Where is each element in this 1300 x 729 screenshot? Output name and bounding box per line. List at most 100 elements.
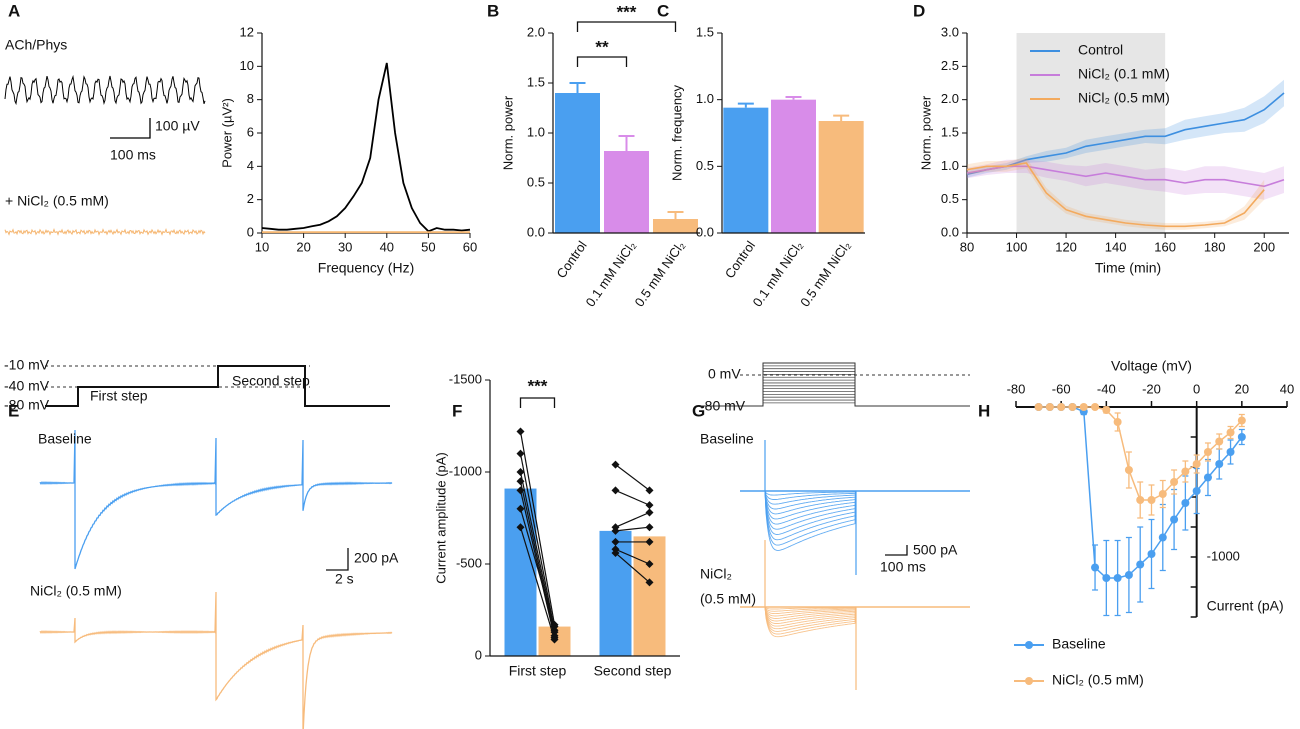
error-bar — [737, 102, 754, 108]
data-point — [611, 460, 620, 469]
x-axis-label: Time (min) — [1095, 260, 1161, 276]
trace — [764, 490, 857, 515]
annotation: 100 ms — [110, 147, 156, 163]
annotation: First step — [90, 388, 148, 404]
y-tick-label: 0 — [247, 224, 254, 239]
legend-label: Control — [1078, 42, 1123, 58]
pair-line — [519, 481, 556, 636]
bar — [604, 151, 649, 233]
y-tick-label: 2.0 — [527, 24, 545, 39]
pair-line — [615, 552, 650, 583]
series-line — [966, 162, 1265, 228]
x-tick-label: 120 — [1055, 239, 1077, 254]
pair-line — [615, 548, 650, 565]
data-point — [645, 537, 654, 546]
data-point — [1102, 574, 1111, 582]
x-tick-label: 20 — [296, 239, 310, 254]
data-point — [1057, 403, 1066, 411]
protocol — [700, 362, 970, 407]
x-tick-label: First step — [509, 663, 567, 679]
bar — [555, 93, 600, 233]
trace — [764, 606, 857, 635]
x-tick-label: 140 — [1105, 239, 1127, 254]
legend-label: Baseline — [1052, 636, 1106, 652]
trace — [764, 490, 857, 500]
annotation: -80 mV — [700, 398, 746, 414]
trace — [764, 490, 857, 496]
x-tick-label: 10 — [255, 239, 269, 254]
legend-label: NiCl₂ (0.5 mM) — [1052, 672, 1144, 688]
y-tick-label: 0.5 — [527, 174, 545, 189]
data-point — [645, 560, 654, 568]
y-tick-label: 1.5 — [696, 24, 714, 39]
trace-artifact — [764, 540, 857, 690]
y-tick-label: 4 — [247, 158, 254, 173]
data-point — [1170, 515, 1179, 524]
data-point — [1091, 403, 1100, 411]
y-axis-label: Current amplitude (pA) — [433, 452, 448, 584]
y-tick-label: 0.0 — [527, 224, 545, 239]
panel-letter: C — [657, 1, 669, 20]
x-tick-label: Control — [553, 238, 589, 281]
data-point — [1226, 448, 1235, 456]
annotation: Baseline — [38, 431, 92, 447]
trace — [764, 490, 857, 535]
x-tick-label: 40 — [1280, 381, 1294, 396]
data-point — [1079, 403, 1088, 411]
x-tick-label: 60 — [463, 239, 477, 254]
trace — [764, 606, 857, 610]
annotation: NiCl₂ (0.5 mM) — [30, 583, 122, 599]
data-point — [1158, 490, 1167, 498]
y-tick-label: 10 — [240, 58, 254, 73]
annotation: -40 mV — [4, 378, 50, 394]
x-tick-label: 160 — [1154, 239, 1176, 254]
data-point — [550, 635, 559, 644]
pair-line — [519, 508, 556, 627]
data-point — [1226, 428, 1235, 437]
panel-letter: F — [452, 401, 462, 420]
annotation: (0.5 mM) — [700, 591, 756, 607]
data-point — [611, 526, 620, 535]
pair-line — [519, 490, 556, 638]
data-point — [1136, 496, 1145, 504]
trace — [764, 606, 857, 624]
data-point — [611, 486, 620, 495]
trace — [764, 606, 857, 627]
y-tick-label: -1500 — [449, 371, 482, 386]
y-tick-label: 6 — [247, 124, 254, 139]
x-tick-label: 80 — [960, 239, 974, 254]
y-tick-label: -1000 — [449, 463, 482, 478]
annotation: NiCl₂ — [700, 566, 732, 582]
data-point — [645, 501, 654, 510]
annotation: 0 mV — [708, 366, 741, 382]
y-tick-label: 1.5 — [941, 124, 959, 139]
x-tick-label: Second step — [594, 663, 672, 679]
series-line — [966, 92, 1285, 176]
annotation: Baseline — [700, 431, 754, 447]
panel-letter: B — [487, 1, 499, 20]
error-band — [967, 79, 1284, 178]
x-axis-label: Frequency (Hz) — [318, 260, 414, 276]
panel-letter: H — [978, 401, 990, 420]
x-axis-label: Voltage (mV) — [1111, 358, 1192, 374]
error-band — [967, 157, 1265, 230]
trace — [764, 606, 857, 617]
x-tick-label: 0.1 mM NiCl₂ — [583, 238, 639, 309]
data-point — [1237, 433, 1246, 441]
bar — [633, 536, 666, 656]
significance-label: ** — [595, 37, 609, 56]
legend-marker — [1025, 677, 1033, 685]
data-point — [516, 523, 525, 532]
data-point — [550, 622, 559, 631]
bar — [771, 99, 816, 234]
data-point — [516, 486, 525, 495]
data-point — [1192, 460, 1201, 468]
error-bar — [618, 135, 635, 151]
annotation: + NiCl₂ (0.5 mM) — [5, 193, 109, 209]
pair-line — [519, 431, 556, 625]
trace — [764, 490, 857, 510]
y-tick-label: 0.5 — [941, 191, 959, 206]
shaded-period — [1016, 33, 1166, 233]
significance-label: *** — [617, 2, 637, 21]
data-point — [1181, 467, 1190, 476]
